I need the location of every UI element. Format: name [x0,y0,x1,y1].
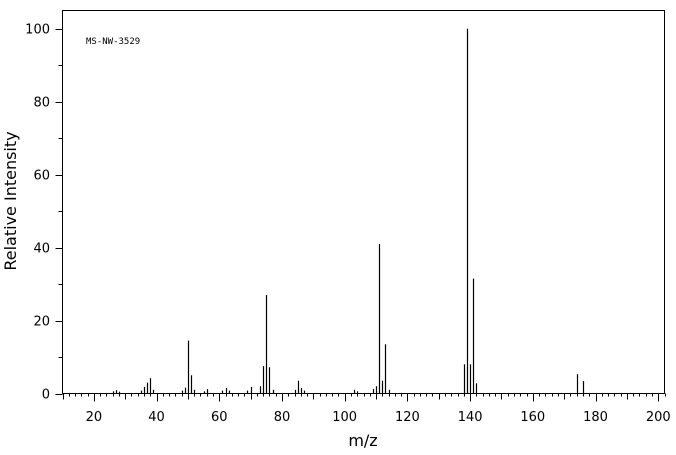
y-axis-ticks: 0 20 40 60 80 100 [25,23,63,403]
x-tick-label: 20 [86,410,103,425]
peak-series [112,28,585,394]
spectrum-annotation: MS-NW-3529 [86,37,140,47]
y-tick-label: 80 [33,96,50,111]
y-tick-label: 60 [33,169,50,184]
x-tick-label: 40 [148,410,165,425]
plot-frame [62,10,665,394]
x-tick-label: 120 [395,410,420,425]
y-tick-label: 100 [25,23,50,38]
x-tick-label: 100 [332,410,357,425]
x-axis-title: m/z [348,431,377,450]
y-tick-label: 40 [33,242,50,257]
y-axis-title: Relative Intensity [1,131,20,270]
x-tick-label: 180 [583,410,608,425]
x-tick-label: 140 [458,410,483,425]
x-tick-label: 160 [520,410,545,425]
x-axis-ticks: 20 40 60 80 100 120 140 160 180 200 [63,393,671,425]
x-tick-label: 80 [274,410,291,425]
y-tick-label: 20 [33,315,50,330]
x-tick-label: 60 [211,410,228,425]
x-tick-label: 200 [646,410,671,425]
y-tick-label: 0 [42,388,50,403]
